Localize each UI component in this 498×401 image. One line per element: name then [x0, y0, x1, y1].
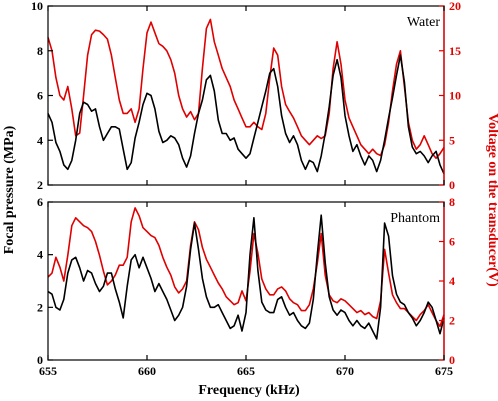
left-y-tick-label: 10 — [31, 0, 43, 13]
left-y-tick-label: 0 — [37, 353, 43, 367]
x-tick-label: 675 — [435, 364, 453, 378]
panel-label: Water — [407, 15, 440, 30]
x-tick-label: 665 — [237, 364, 255, 378]
right-y-tick-label: 10 — [449, 89, 461, 103]
left-y-axis-label: Focal pressure (MPa) — [2, 125, 17, 254]
left-y-tick-label: 8 — [37, 44, 43, 58]
x-tick-label: 660 — [138, 364, 156, 378]
right-y-tick-label: 5 — [449, 133, 455, 147]
right-y-tick-label: 8 — [449, 195, 455, 209]
x-tick-label: 655 — [39, 364, 57, 378]
right-y-tick-label: 0 — [449, 178, 455, 192]
right-y-tick-label: 0 — [449, 353, 455, 367]
left-y-tick-label: 2 — [37, 300, 43, 314]
x-tick-label: 670 — [336, 364, 354, 378]
left-y-tick-label: 6 — [37, 89, 43, 103]
series-line-left-axis — [47, 214, 445, 340]
series-line-right-axis — [47, 207, 445, 328]
right-y-tick-label: 4 — [449, 274, 455, 288]
right-y-tick-label: 15 — [449, 44, 461, 58]
left-y-tick-label: 4 — [37, 133, 43, 147]
series-line-left-axis — [47, 54, 445, 175]
panel-label: Phantom — [390, 211, 440, 226]
right-y-tick-label: 6 — [449, 235, 455, 249]
right-y-axis-label: Voltage on the transducer(V) — [485, 113, 498, 287]
panel-2: 0 2 4 6 0 2 4 6 8 655 660 665 670 675 Phantom — [37, 195, 455, 378]
panel-1: 2 4 6 8 10 0 5 10 15 20 Water — [31, 0, 461, 192]
series-line-right-axis — [47, 18, 445, 159]
x-axis-label: Frequency (kHz) — [198, 383, 300, 398]
left-y-tick-label: 2 — [37, 178, 43, 192]
left-y-tick-label: 4 — [37, 248, 43, 262]
left-y-tick-label: 6 — [37, 195, 43, 209]
right-y-tick-label: 20 — [449, 0, 461, 13]
right-y-tick-label: 2 — [449, 314, 455, 328]
